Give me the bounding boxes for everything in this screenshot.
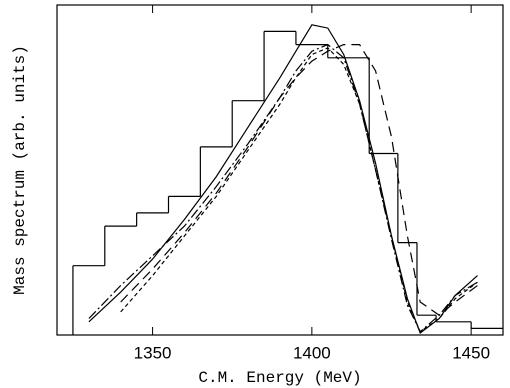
- plot-frame: [56, 4, 504, 336]
- curve: [88, 43, 478, 333]
- curve: [120, 47, 478, 333]
- x-tick-label: 1400: [293, 343, 331, 362]
- x-axis-label: C.M. Energy (MeV): [198, 369, 361, 387]
- x-tick-label: 1450: [452, 343, 490, 362]
- y-axis-label: Mass spectrum (arb. units): [11, 45, 29, 295]
- curve: [120, 44, 478, 316]
- curve: [88, 24, 478, 334]
- x-tick-label: 1350: [134, 343, 172, 362]
